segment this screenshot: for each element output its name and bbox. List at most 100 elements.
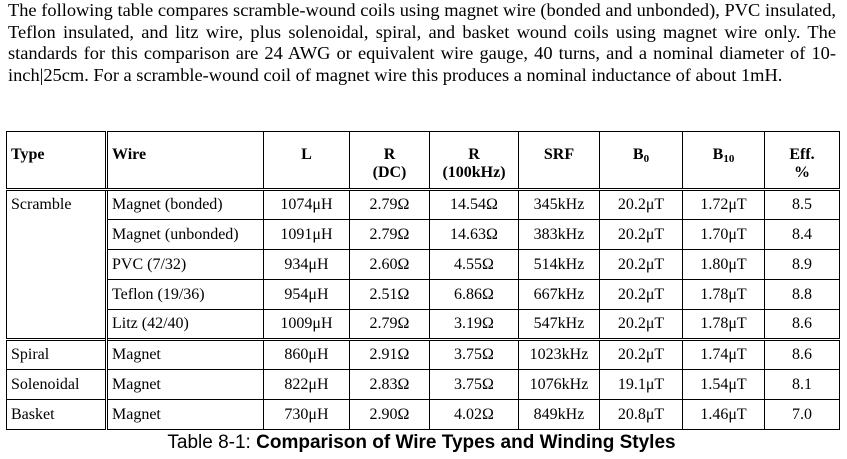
table-row: PVC (7/32) 934μH 2.60Ω 4.55Ω 514kHz 20.2… xyxy=(6,249,840,280)
cell-r-100khz: 3.75Ω xyxy=(429,338,519,370)
table-row: Litz (42/40) 1009μH 2.79Ω 3.19Ω 547kHz 2… xyxy=(6,309,840,340)
header-r-dc-line1: R xyxy=(383,146,396,163)
header-b0-main: B xyxy=(632,146,644,163)
cell-r-dc: 2.79Ω xyxy=(349,309,430,340)
cell-b0: 20.2μT xyxy=(599,309,683,340)
comparison-table: Type Wire L R (DC) R (100kHz) SRF B0 B10 E… xyxy=(6,131,840,430)
cell-type xyxy=(6,279,107,310)
cell-b10: 1.70μT xyxy=(682,219,765,250)
cell-wire: Magnet xyxy=(105,369,264,400)
cell-wire: Litz (42/40) xyxy=(105,309,264,340)
cell-wire: Teflon (19/36) xyxy=(105,279,264,310)
table-caption: Table 8-1: Comparison of Wire Types and … xyxy=(0,432,843,454)
cell-srf: 383kHz xyxy=(518,219,600,250)
cell-wire: Magnet xyxy=(105,338,264,370)
cell-efficiency: 7.0 xyxy=(764,399,840,430)
cell-r-100khz: 3.75Ω xyxy=(429,369,519,400)
cell-b0: 20.2μT xyxy=(599,249,683,280)
cell-srf: 345kHz xyxy=(518,189,600,220)
cell-r-100khz: 4.55Ω xyxy=(429,249,519,280)
cell-b10: 1.78μT xyxy=(682,309,765,340)
cell-type xyxy=(6,249,107,280)
cell-r-100khz: 3.19Ω xyxy=(429,309,519,340)
table-row: Spiral Magnet 860μH 2.91Ω 3.75Ω 1023kHz … xyxy=(6,338,840,370)
caption-prefix: Table 8-1: xyxy=(167,432,257,453)
cell-efficiency: 8.9 xyxy=(764,249,840,280)
header-efficiency: Eff.% xyxy=(764,131,840,191)
cell-b10: 1.80μT xyxy=(682,249,765,280)
cell-type: Solenoidal xyxy=(6,369,107,400)
cell-type xyxy=(6,309,107,340)
cell-b0: 20.2μT xyxy=(599,219,683,250)
cell-b0: 19.1μT xyxy=(599,369,683,400)
header-eff-line1: Eff. xyxy=(789,146,815,163)
cell-efficiency: 8.1 xyxy=(764,369,840,400)
header-row: Type Wire L R (DC) R (100kHz) SRF B0 B10 E… xyxy=(6,131,840,191)
cell-b0: 20.2μT xyxy=(599,338,683,370)
cell-inductance: 954μH xyxy=(263,279,350,310)
cell-b0: 20.2μT xyxy=(599,279,683,310)
header-r-ac-line2: (100kHz) xyxy=(442,164,506,181)
header-r-ac-line1: R xyxy=(468,146,480,163)
cell-b10: 1.46μT xyxy=(682,399,765,430)
cell-inductance: 730μH xyxy=(263,399,350,430)
cell-r-dc: 2.91Ω xyxy=(349,338,430,370)
table-row: Basket Magnet 730μH 2.90Ω 4.02Ω 849kHz 2… xyxy=(6,399,840,430)
cell-r-dc: 2.83Ω xyxy=(349,369,430,400)
header-wire: Wire xyxy=(105,131,264,191)
header-b10: B10 xyxy=(682,131,765,191)
cell-b10: 1.78μT xyxy=(682,279,765,310)
cell-srf: 514kHz xyxy=(518,249,600,280)
cell-r-dc: 2.60Ω xyxy=(349,249,430,280)
cell-r-100khz: 14.63Ω xyxy=(429,219,519,250)
cell-b10: 1.54μT xyxy=(682,369,765,400)
cell-r-100khz: 14.54Ω xyxy=(429,189,519,220)
cell-r-100khz: 6.86Ω xyxy=(429,279,519,310)
table-row: Solenoidal Magnet 822μH 2.83Ω 3.75Ω 1076… xyxy=(6,369,840,400)
cell-srf: 849kHz xyxy=(518,399,600,430)
cell-type xyxy=(6,219,107,250)
cell-inductance: 822μH xyxy=(263,369,350,400)
cell-b10: 1.74μT xyxy=(682,338,765,370)
cell-wire: Magnet (unbonded) xyxy=(105,219,264,250)
cell-efficiency: 8.6 xyxy=(764,309,840,340)
cell-b0: 20.8μT xyxy=(599,399,683,430)
cell-inductance: 934μH xyxy=(263,249,350,280)
cell-r-dc: 2.51Ω xyxy=(349,279,430,310)
cell-r-100khz: 4.02Ω xyxy=(429,399,519,430)
cell-wire: Magnet (bonded) xyxy=(105,189,264,220)
header-r-dc: R (DC) xyxy=(349,131,430,191)
header-b0-sub: 0 xyxy=(643,153,650,165)
cell-srf: 667kHz xyxy=(518,279,600,310)
cell-r-dc: 2.90Ω xyxy=(349,399,430,430)
cell-inductance: 1091μH xyxy=(263,219,350,250)
cell-b10: 1.72μT xyxy=(682,189,765,220)
cell-inductance: 1074μH xyxy=(263,189,350,220)
table-row: Scramble Magnet (bonded) 1074μH 2.79Ω 14… xyxy=(6,189,840,220)
header-r-dc-line2: (DC) xyxy=(372,164,407,181)
cell-r-dc: 2.79Ω xyxy=(349,189,430,220)
cell-wire: PVC (7/32) xyxy=(105,249,264,280)
cell-efficiency: 8.4 xyxy=(764,219,840,250)
cell-srf: 1076kHz xyxy=(518,369,600,400)
header-r-100khz: R (100kHz) xyxy=(429,131,519,191)
cell-inductance: 860μH xyxy=(263,338,350,370)
intro-paragraph: The following table compares scramble-wo… xyxy=(8,0,836,85)
cell-type: Scramble xyxy=(6,189,107,220)
cell-efficiency: 8.5 xyxy=(764,189,840,220)
header-b10-main: B xyxy=(712,146,724,163)
cell-type: Basket xyxy=(6,399,107,430)
cell-srf: 547kHz xyxy=(518,309,600,340)
cell-wire: Magnet xyxy=(105,399,264,430)
header-b0: B0 xyxy=(599,131,683,191)
caption-title: Comparison of Wire Types and Winding Sty… xyxy=(256,432,676,453)
cell-type: Spiral xyxy=(6,338,107,370)
header-srf: SRF xyxy=(518,131,600,191)
cell-efficiency: 8.8 xyxy=(764,279,840,310)
cell-r-dc: 2.79Ω xyxy=(349,219,430,250)
header-inductance: L xyxy=(263,131,350,191)
header-eff-line2: % xyxy=(794,164,810,181)
table-row: Magnet (unbonded) 1091μH 2.79Ω 14.63Ω 38… xyxy=(6,219,840,250)
cell-srf: 1023kHz xyxy=(518,338,600,370)
table-row: Teflon (19/36) 954μH 2.51Ω 6.86Ω 667kHz … xyxy=(6,279,840,310)
